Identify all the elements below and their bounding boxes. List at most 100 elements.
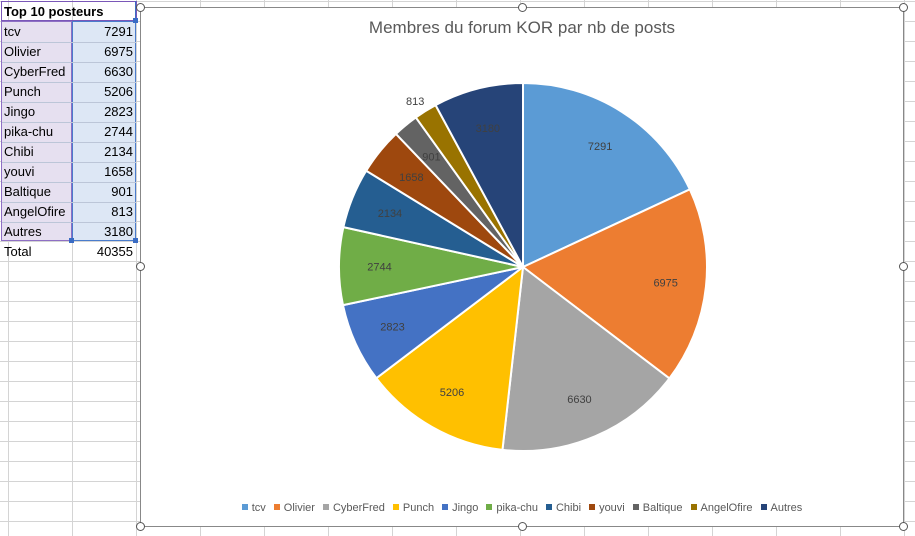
- legend-item[interactable]: Chibi: [545, 502, 582, 514]
- row-divider: [2, 42, 136, 43]
- table-header[interactable]: Top 10 posteurs: [4, 4, 104, 19]
- pie-slice-cyberfred[interactable]: [501, 265, 671, 452]
- legend-item[interactable]: CyberFred: [322, 502, 385, 514]
- chart-legend[interactable]: tcv Olivier CyberFred Punch Jingo pika-chu Chi…: [141, 502, 903, 514]
- legend-swatch: [589, 504, 596, 510]
- table-cell-value[interactable]: 901: [111, 184, 133, 199]
- legend-label: Chibi: [555, 502, 582, 514]
- row-divider: [2, 62, 136, 63]
- range-resize-handle[interactable]: [133, 238, 138, 243]
- chart-resize-handle[interactable]: [899, 522, 908, 531]
- data-label[interactable]: 5206: [440, 387, 464, 399]
- table-cell-value[interactable]: 1658: [104, 164, 133, 179]
- row-divider: [2, 182, 136, 183]
- legend-label: pika-chu: [496, 502, 538, 514]
- table-cell-value[interactable]: 3180: [104, 224, 133, 239]
- table-cell-value[interactable]: 2823: [104, 104, 133, 119]
- legend-item[interactable]: tcv: [241, 502, 266, 514]
- legend-label: CyberFred: [332, 502, 385, 514]
- table-cell-name[interactable]: pika-chu: [4, 124, 54, 139]
- legend-item[interactable]: Punch: [392, 502, 435, 514]
- legend-item[interactable]: pika-chu: [486, 502, 538, 514]
- legend-label: tcv: [251, 502, 266, 514]
- legend-swatch: [273, 504, 280, 510]
- chart-resize-handle[interactable]: [136, 262, 145, 271]
- legend-label: Jingo: [452, 502, 479, 514]
- total-value[interactable]: 40355: [96, 244, 133, 259]
- table-cell-value[interactable]: 813: [111, 204, 133, 219]
- data-label[interactable]: 813: [406, 96, 424, 108]
- legend-item[interactable]: Jingo: [442, 502, 478, 514]
- pie-chart[interactable]: Membres du forum KOR par nb de posts 729…: [140, 7, 904, 527]
- legend-item[interactable]: AngelOfire: [690, 502, 753, 514]
- legend-label: Punch: [402, 502, 435, 514]
- legend-label: Olivier: [283, 502, 315, 514]
- legend-swatch: [486, 504, 493, 510]
- legend-swatch: [442, 504, 449, 510]
- header-value-highlight: [72, 1, 136, 21]
- pie-slice-autres[interactable]: [434, 81, 524, 268]
- legend-swatch: [392, 504, 399, 510]
- table-cell-value[interactable]: 7291: [104, 24, 133, 39]
- data-label[interactable]: 6975: [653, 277, 677, 289]
- table-cell-value[interactable]: 5206: [104, 84, 133, 99]
- legend-label: AngelOfire: [700, 502, 753, 514]
- legend-item[interactable]: Olivier: [273, 502, 315, 514]
- table-cell-name[interactable]: youvi: [4, 164, 35, 179]
- chart-resize-handle[interactable]: [136, 3, 145, 12]
- legend-swatch: [322, 504, 329, 510]
- legend-item[interactable]: Autres: [760, 502, 803, 514]
- pie-slice-olivier[interactable]: [521, 188, 708, 380]
- data-label[interactable]: 2744: [367, 261, 391, 273]
- table-cell-value[interactable]: 2134: [104, 144, 133, 159]
- legend-label: Autres: [770, 502, 803, 514]
- chart-resize-handle[interactable]: [518, 522, 527, 531]
- table-cell-value[interactable]: 6630: [104, 64, 133, 79]
- row-divider: [2, 122, 136, 123]
- data-label[interactable]: 6630: [567, 394, 591, 406]
- table-cell-value[interactable]: 2744: [104, 124, 133, 139]
- legend-swatch: [545, 504, 552, 510]
- pie-slice-tcv[interactable]: [522, 81, 692, 269]
- data-label[interactable]: 2823: [380, 322, 404, 334]
- legend-swatch: [690, 504, 697, 510]
- table-cell-name[interactable]: Baltique: [4, 184, 51, 199]
- row-divider: [2, 202, 136, 203]
- chart-resize-handle[interactable]: [899, 262, 908, 271]
- legend-swatch: [760, 504, 767, 510]
- name-range-highlight: [1, 21, 72, 241]
- pie-plot-area[interactable]: 7291 6975 6630 5206 2823 2744 2134 1658 901 813 31…: [141, 8, 903, 526]
- value-range-highlight: [72, 21, 136, 241]
- table-cell-name[interactable]: CyberFred: [4, 64, 66, 79]
- chart-resize-handle[interactable]: [899, 3, 908, 12]
- table-cell-value[interactable]: 6975: [104, 44, 133, 59]
- legend-item[interactable]: youvi: [589, 502, 625, 514]
- table-cell-name[interactable]: Chibi: [4, 144, 34, 159]
- total-label[interactable]: Total: [4, 244, 32, 259]
- table-cell-name[interactable]: Jingo: [4, 104, 36, 119]
- table-cell-name[interactable]: Autres: [4, 224, 42, 239]
- chart-resize-handle[interactable]: [136, 522, 145, 531]
- table-cell-name[interactable]: Olivier: [4, 44, 41, 59]
- table-cell-name[interactable]: tcv: [4, 24, 21, 39]
- row-divider: [2, 102, 136, 103]
- data-label[interactable]: 7291: [588, 141, 612, 153]
- legend-swatch: [632, 504, 639, 510]
- table-cell-name[interactable]: AngelOfire: [4, 204, 66, 219]
- legend-item[interactable]: Baltique: [632, 502, 683, 514]
- table-cell-name[interactable]: Punch: [4, 84, 41, 99]
- pie-slice-punch[interactable]: [374, 264, 525, 451]
- data-label[interactable]: 2134: [378, 208, 402, 220]
- range-resize-handle[interactable]: [133, 18, 138, 23]
- chart-resize-handle[interactable]: [518, 3, 527, 12]
- range-resize-handle[interactable]: [69, 238, 74, 243]
- data-label[interactable]: 1658: [399, 172, 423, 184]
- row-divider: [2, 142, 136, 143]
- chart-title[interactable]: Membres du forum KOR par nb de posts: [368, 18, 676, 37]
- legend-swatch: [241, 504, 248, 510]
- header-range-highlight: [1, 1, 137, 21]
- data-label[interactable]: 901: [422, 151, 440, 163]
- legend-label: youvi: [599, 502, 625, 514]
- legend-label: Baltique: [642, 502, 683, 514]
- data-label[interactable]: 3180: [476, 123, 500, 135]
